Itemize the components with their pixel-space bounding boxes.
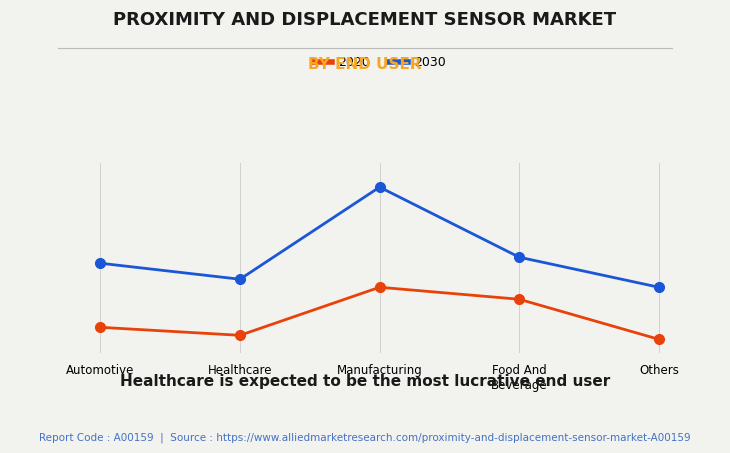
Legend: 2020, 2030: 2020, 2030 [309, 51, 450, 74]
Text: Report Code : A00159  |  Source : https://www.alliedmarketresearch.com/proximity: Report Code : A00159 | Source : https://… [39, 433, 691, 443]
Text: PROXIMITY AND DISPLACEMENT SENSOR MARKET: PROXIMITY AND DISPLACEMENT SENSOR MARKET [113, 11, 617, 29]
Text: BY END USER: BY END USER [308, 57, 422, 72]
Text: Healthcare is expected to be the most lucrative end user: Healthcare is expected to be the most lu… [120, 374, 610, 389]
